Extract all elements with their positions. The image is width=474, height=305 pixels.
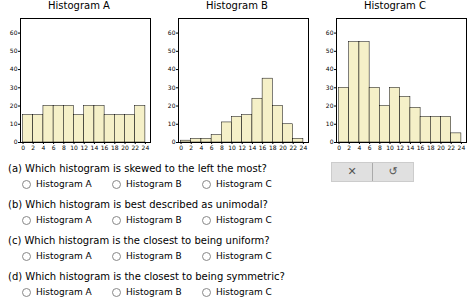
svg-text:50: 50 xyxy=(326,47,334,54)
html-text:Histogram B: Histogram B xyxy=(126,215,182,225)
svg-text:8: 8 xyxy=(378,144,382,151)
svg-text:4: 4 xyxy=(42,144,46,151)
html-text:(b) Which histogram is best de: (b) Which histogram is best described as… xyxy=(8,199,268,210)
svg-text:14: 14 xyxy=(91,144,99,151)
svg-text:16: 16 xyxy=(101,144,109,151)
html-text:Histogram C: Histogram C xyxy=(216,287,272,297)
svg-text:10: 10 xyxy=(228,144,236,151)
html-text:Histogram A: Histogram A xyxy=(48,0,110,11)
html-text:Histogram C: Histogram C xyxy=(216,215,272,225)
svg-text:14: 14 xyxy=(407,144,415,151)
svg-text:8: 8 xyxy=(220,144,224,151)
svg-text:60: 60 xyxy=(168,29,176,36)
svg-text:16: 16 xyxy=(259,144,267,151)
html-text:Histogram C: Histogram C xyxy=(216,179,272,189)
svg-text:18: 18 xyxy=(269,144,277,151)
svg-text:10: 10 xyxy=(70,144,78,151)
svg-text:18: 18 xyxy=(427,144,435,151)
svg-text:12: 12 xyxy=(238,144,246,151)
svg-text:6: 6 xyxy=(368,144,372,151)
svg-text:24: 24 xyxy=(458,144,466,151)
html-text:Histogram B: Histogram B xyxy=(206,0,268,11)
svg-text:30: 30 xyxy=(326,84,334,91)
svg-text:6: 6 xyxy=(52,144,56,151)
svg-text:20: 20 xyxy=(168,102,176,109)
svg-text:12: 12 xyxy=(80,144,88,151)
html-text:Histogram B: Histogram B xyxy=(126,287,182,297)
svg-text:14: 14 xyxy=(249,144,257,151)
html-text:(c) Which histogram is the clo: (c) Which histogram is the closest to be… xyxy=(8,235,270,246)
svg-text:30: 30 xyxy=(168,84,176,91)
html-text:(d) Which histogram is the clo: (d) Which histogram is the closest to be… xyxy=(8,271,285,282)
svg-text:20: 20 xyxy=(279,144,287,151)
html-text:Histogram A: Histogram A xyxy=(36,287,92,297)
html-text:Histogram A: Histogram A xyxy=(36,179,92,189)
svg-text:60: 60 xyxy=(10,29,18,36)
svg-text:60: 60 xyxy=(326,29,334,36)
svg-text:2: 2 xyxy=(347,144,351,151)
html-text:Histogram C: Histogram C xyxy=(216,251,272,261)
html-text:Histogram C: Histogram C xyxy=(364,0,426,11)
svg-text:30: 30 xyxy=(10,84,18,91)
svg-text:20: 20 xyxy=(326,102,334,109)
svg-text:4: 4 xyxy=(358,144,362,151)
svg-text:0: 0 xyxy=(179,144,183,151)
svg-text:10: 10 xyxy=(326,120,334,127)
svg-text:6: 6 xyxy=(210,144,214,151)
svg-text:10: 10 xyxy=(10,120,18,127)
svg-text:10: 10 xyxy=(386,144,394,151)
svg-text:22: 22 xyxy=(447,144,455,151)
svg-text:2: 2 xyxy=(31,144,35,151)
svg-text:0: 0 xyxy=(172,138,176,145)
svg-text:0: 0 xyxy=(21,144,25,151)
svg-text:50: 50 xyxy=(10,47,18,54)
svg-text:8: 8 xyxy=(62,144,66,151)
svg-text:22: 22 xyxy=(289,144,297,151)
svg-text:20: 20 xyxy=(10,102,18,109)
svg-text:2: 2 xyxy=(189,144,193,151)
svg-text:0: 0 xyxy=(337,144,341,151)
svg-text:12: 12 xyxy=(396,144,404,151)
svg-text:50: 50 xyxy=(168,47,176,54)
svg-text:20: 20 xyxy=(121,144,129,151)
svg-text:40: 40 xyxy=(168,65,176,72)
svg-text:40: 40 xyxy=(326,65,334,72)
html-text:Histogram A: Histogram A xyxy=(36,251,92,261)
html-text:Histogram B: Histogram B xyxy=(126,179,182,189)
svg-text:22: 22 xyxy=(131,144,139,151)
svg-text:4: 4 xyxy=(200,144,204,151)
html-text:(a) Which histogram is skewed: (a) Which histogram is skewed to the lef… xyxy=(8,163,267,174)
svg-text:0: 0 xyxy=(14,138,18,145)
html-text:Histogram A: Histogram A xyxy=(36,215,92,225)
svg-text:24: 24 xyxy=(142,144,150,151)
svg-text:24: 24 xyxy=(300,144,308,151)
svg-text:18: 18 xyxy=(111,144,119,151)
svg-text:16: 16 xyxy=(417,144,425,151)
svg-text:10: 10 xyxy=(168,120,176,127)
html-text:Histogram B: Histogram B xyxy=(126,251,182,261)
svg-text:20: 20 xyxy=(437,144,445,151)
svg-text:0: 0 xyxy=(330,138,334,145)
svg-text:40: 40 xyxy=(10,65,18,72)
